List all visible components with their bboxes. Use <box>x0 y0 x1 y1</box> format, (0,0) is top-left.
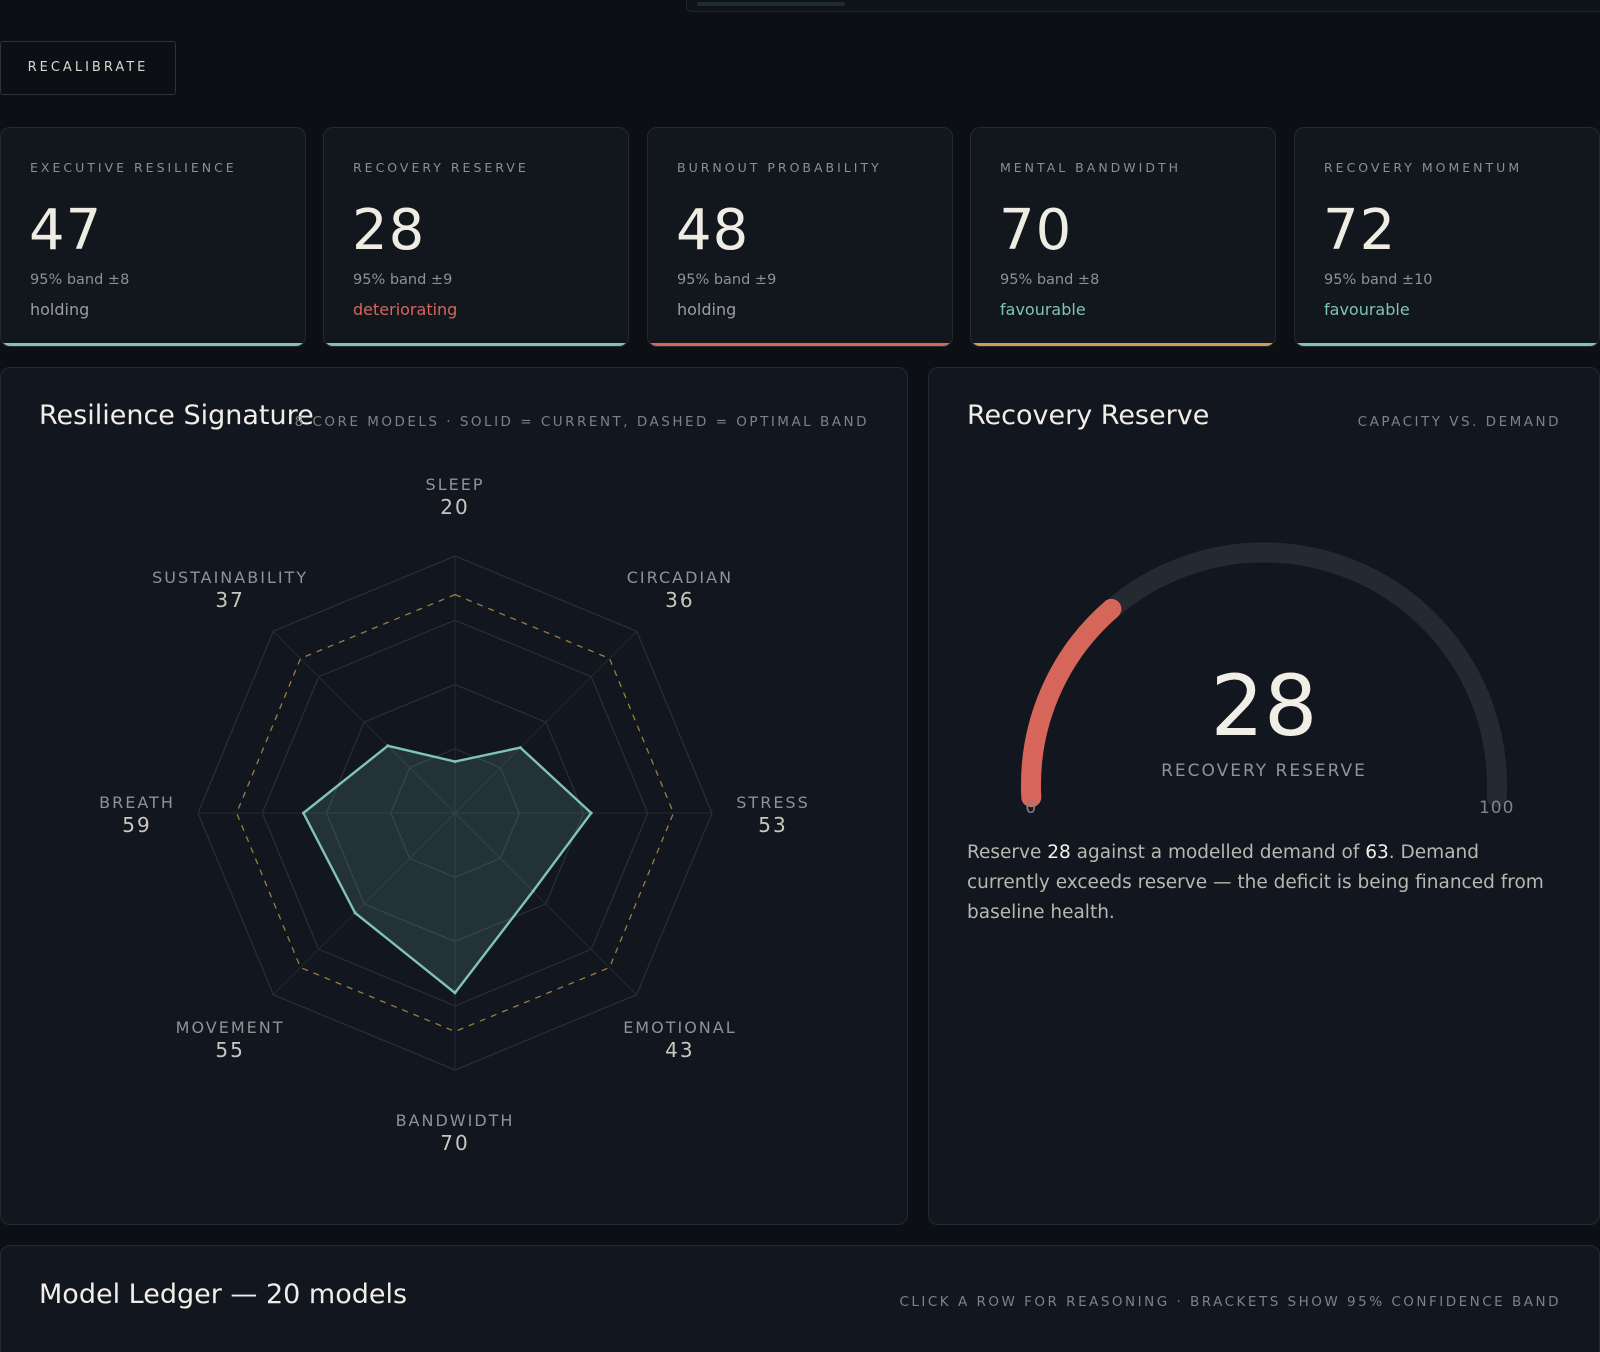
radar-spoke <box>454 812 638 996</box>
radar-axis-label: MOVEMENT <box>176 1018 285 1037</box>
panel-title: Resilience Signature <box>39 400 314 431</box>
panel-title: Model Ledger — 20 models <box>39 1279 408 1310</box>
radar-axis-label: CIRCADIAN <box>627 568 733 587</box>
gauge-label: RECOVERY RESERVE <box>1161 761 1367 781</box>
kpi-status: deteriorating <box>353 300 458 319</box>
kpi-band: 95% band ±9 <box>677 272 777 288</box>
kpi-accent-bar <box>1295 343 1599 346</box>
reserve-text-post: . Demand currently exceeds reserve — the… <box>967 842 1544 923</box>
radar-spoke <box>272 812 456 996</box>
recovery-reserve-panel: Recovery Reserve CAPACITY VS. DEMAND 28 R… <box>928 367 1600 1225</box>
kpi-band: 95% band ±8 <box>30 272 130 288</box>
kpi-band: 95% band ±10 <box>1324 272 1433 288</box>
panel-subtitle: CLICK A ROW FOR REASONING · BRACKETS SHO… <box>899 1294 1561 1310</box>
radar-point <box>353 911 357 915</box>
gauge-value-arc <box>1020 598 1122 808</box>
radar-axis-label: BREATH <box>99 793 175 812</box>
kpi-label: BURNOUT PROBABILITY <box>677 160 882 175</box>
kpi-card-burnout-probability: BURNOUT PROBABILITY 48 95% band ±9 holdi… <box>647 127 953 347</box>
radar-axis-value: 37 <box>215 588 244 612</box>
reserve-gauge: 28 RECOVERY RESERVE 0 100 <box>1020 542 1514 818</box>
kpi-accent-bar <box>1 343 305 346</box>
top-scroll-strip[interactable] <box>686 0 1600 12</box>
radar-point <box>453 760 457 764</box>
radar-axis-value: 53 <box>758 813 787 837</box>
radar-axis-label: STRESS <box>736 793 809 812</box>
radar-axis-value: 55 <box>215 1038 244 1062</box>
kpi-card-recovery-momentum: RECOVERY MOMENTUM 72 95% band ±10 favour… <box>1294 127 1600 347</box>
kpi-value: 48 <box>676 198 750 263</box>
radar-spoke <box>272 630 456 814</box>
radar-point <box>453 991 457 995</box>
kpi-status: holding <box>30 300 90 319</box>
gauge-max-label: 100 <box>1479 798 1514 818</box>
kpi-value: 47 <box>29 198 103 263</box>
radar-axis-label: SLEEP <box>426 475 485 494</box>
panel-subtitle: CAPACITY VS. DEMAND <box>1357 414 1561 430</box>
panel-title: Recovery Reserve <box>967 400 1210 431</box>
radar-point <box>386 744 390 748</box>
recalibrate-button[interactable]: RECALIBRATE <box>0 41 176 95</box>
model-ledger-panel: Model Ledger — 20 models CLICK A ROW FOR… <box>0 1245 1600 1352</box>
kpi-accent-bar <box>324 343 628 346</box>
gauge-value: 28 <box>1211 657 1318 755</box>
radar-axis-label: BANDWIDTH <box>396 1111 515 1130</box>
kpi-card-recovery-reserve: RECOVERY RESERVE 28 95% band ±9 deterior… <box>323 127 629 347</box>
resilience-signature-panel: Resilience Signature 8 CORE MODELS · SOL… <box>0 367 908 1225</box>
radar-axis-value: 70 <box>440 1131 469 1155</box>
kpi-status: favourable <box>1000 300 1086 319</box>
reserve-value-highlight: 28 <box>1047 842 1071 863</box>
radar-axis-value: 36 <box>665 588 694 612</box>
radar-axis-value: 20 <box>440 495 469 519</box>
kpi-accent-bar <box>971 343 1275 346</box>
kpi-label: RECOVERY RESERVE <box>353 160 529 175</box>
kpi-card-mental-bandwidth: MENTAL BANDWIDTH 70 95% band ±8 favourab… <box>970 127 1276 347</box>
radar-axis-label: SUSTAINABILITY <box>152 568 308 587</box>
kpi-accent-bar <box>648 343 952 346</box>
demand-value-highlight: 63 <box>1365 842 1389 863</box>
radar-point <box>301 811 305 815</box>
kpi-row: EXECUTIVE RESILIENCE 47 95% band ±8 hold… <box>0 127 1600 347</box>
radar-point <box>589 811 593 815</box>
kpi-value: 72 <box>1323 198 1397 263</box>
top-scroll-thumb[interactable] <box>697 2 845 6</box>
kpi-band: 95% band ±8 <box>1000 272 1100 288</box>
kpi-label: EXECUTIVE RESILIENCE <box>30 160 237 175</box>
reserve-text-mid: against a modelled demand of <box>1070 842 1366 863</box>
kpi-status: holding <box>677 300 737 319</box>
panel-subtitle: 8 CORE MODELS · SOLID = CURRENT, DASHED … <box>294 414 869 430</box>
radar-point <box>518 746 522 750</box>
reserve-text-pre: Reserve <box>967 842 1048 863</box>
kpi-band: 95% band ±9 <box>353 272 453 288</box>
radar-point <box>531 889 535 893</box>
radar-axis-label: EMOTIONAL <box>623 1018 736 1037</box>
radar-spoke <box>454 630 638 814</box>
kpi-label: RECOVERY MOMENTUM <box>1324 160 1523 175</box>
kpi-status: favourable <box>1324 300 1410 319</box>
kpi-card-executive-resilience: EXECUTIVE RESILIENCE 47 95% band ±8 hold… <box>0 127 306 347</box>
kpi-label: MENTAL BANDWIDTH <box>1000 160 1181 175</box>
radar-current-series <box>302 744 593 995</box>
gauge-min-label: 0 <box>1025 798 1037 818</box>
kpi-value: 70 <box>999 198 1073 263</box>
radar-axis-value: 43 <box>665 1038 694 1062</box>
reserve-description: Reserve 28 against a modelled demand of … <box>967 838 1557 928</box>
radar-axis-value: 59 <box>122 813 151 837</box>
kpi-value: 28 <box>352 198 426 263</box>
